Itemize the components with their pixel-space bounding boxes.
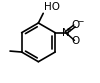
Text: +: + (66, 27, 72, 33)
Text: N: N (62, 28, 70, 38)
Text: O: O (72, 36, 80, 46)
Text: O: O (72, 20, 80, 30)
Text: −: − (77, 18, 84, 27)
Text: HO: HO (44, 2, 60, 12)
